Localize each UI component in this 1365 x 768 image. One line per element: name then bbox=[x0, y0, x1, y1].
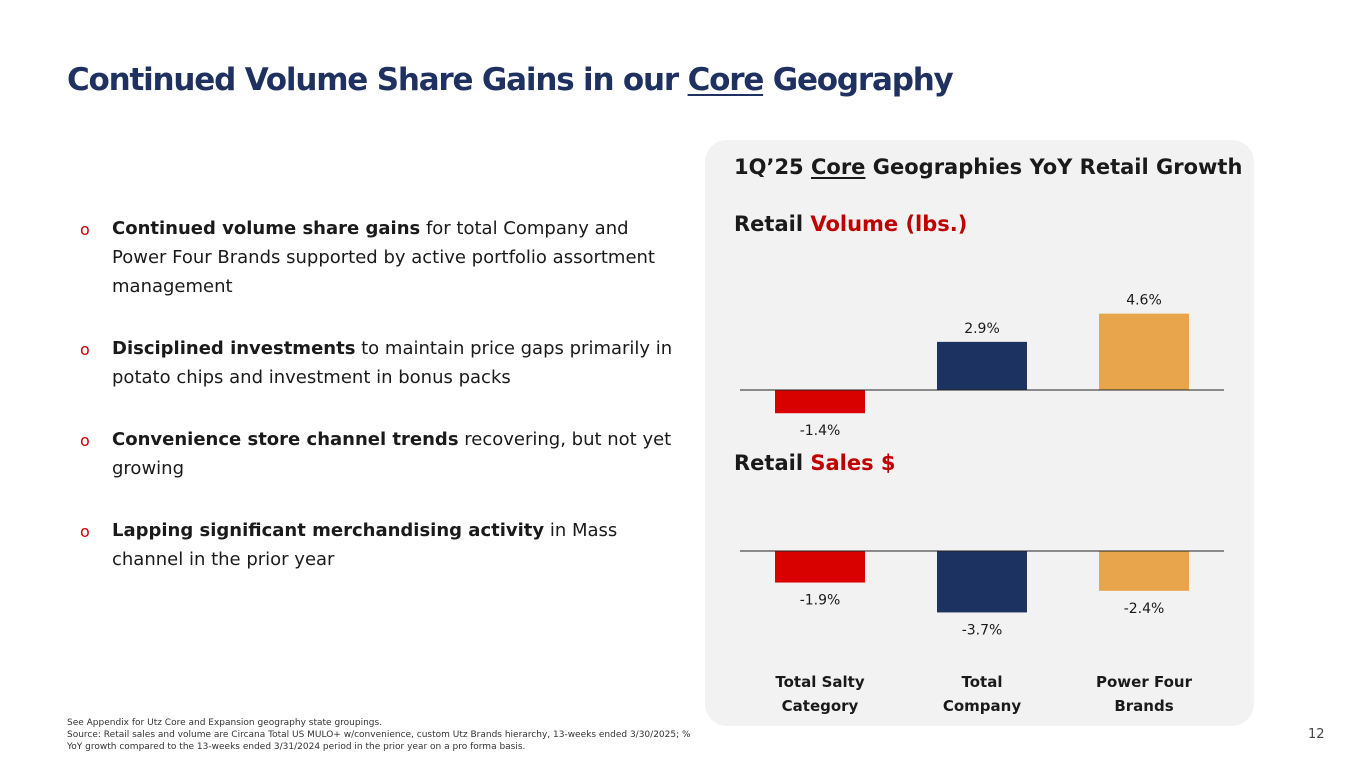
page-number: 12 bbox=[1308, 727, 1325, 742]
footnote-line-2: Source: Retail sales and volume are Circ… bbox=[67, 730, 691, 752]
footnote-line-1: See Appendix for Utz Core and Expansion … bbox=[67, 718, 383, 728]
panel-title-underlined: Core bbox=[810, 155, 866, 179]
category-label: Category bbox=[782, 697, 859, 715]
slide-title-after: Geography bbox=[763, 62, 954, 98]
bar-volume-2 bbox=[1099, 313, 1189, 390]
data-label: -3.7% bbox=[962, 622, 1003, 638]
slide-title: Continued Volume Share Gains in our Core… bbox=[67, 62, 954, 98]
bar-volume-1 bbox=[937, 341, 1027, 390]
volume-title-accent: Volume (lbs.) bbox=[810, 212, 968, 236]
data-label: 4.6% bbox=[1126, 293, 1162, 309]
bullet-text: for total Company and Power Four Brands … bbox=[112, 218, 655, 297]
bar-sales-1 bbox=[937, 551, 1027, 613]
data-label: -1.9% bbox=[800, 593, 841, 609]
data-label: 2.9% bbox=[964, 321, 1000, 337]
bullet-marker: o bbox=[80, 522, 90, 541]
bullet-marker: o bbox=[80, 340, 90, 359]
data-label: -2.4% bbox=[1124, 601, 1165, 617]
slide-title-before: Continued Volume Share Gains in our bbox=[67, 62, 688, 98]
category-label: Total Salty bbox=[775, 673, 864, 691]
bar-volume-0 bbox=[775, 390, 865, 414]
volume-title-label: Retail bbox=[734, 212, 811, 236]
panel-title-after: Geographies YoY Retail Growth bbox=[865, 155, 1243, 179]
footnote: See Appendix for Utz Core and Expansion … bbox=[67, 717, 697, 753]
bullet-item: o Continued volume share gains for total … bbox=[80, 214, 680, 301]
bullet-text: recovering, but not yet growing bbox=[112, 429, 672, 479]
bullet-marker: o bbox=[80, 220, 90, 239]
sales-title-label: Retail bbox=[734, 451, 811, 475]
bullet-list: o Continued volume share gains for total … bbox=[80, 214, 680, 607]
volume-chart-title: Retail Volume (lbs.) bbox=[734, 212, 967, 236]
bullet-bold: Continued volume share gains bbox=[112, 218, 421, 239]
bullet-item: o Disciplined investments to maintain pri… bbox=[80, 334, 680, 392]
data-label: -1.4% bbox=[800, 423, 841, 439]
category-label: Brands bbox=[1114, 697, 1173, 715]
slide-title-underlined: Core bbox=[687, 62, 765, 98]
category-label: Company bbox=[943, 697, 1021, 715]
bullet-bold: Lapping significant merchandising activi… bbox=[112, 520, 545, 541]
bullet-bold: Convenience store channel trends bbox=[112, 429, 459, 450]
bar-sales-0 bbox=[775, 551, 865, 583]
bullet-bold: Disciplined investments bbox=[112, 338, 356, 359]
bullet-marker: o bbox=[80, 431, 90, 450]
panel-title: 1Q’25 Core Geographies YoY Retail Growth bbox=[734, 155, 1242, 179]
category-label: Power Four bbox=[1096, 673, 1193, 691]
panel-title-before: 1Q’25 bbox=[734, 155, 811, 179]
bar-sales-2 bbox=[1099, 551, 1189, 591]
category-label: Total bbox=[962, 673, 1003, 691]
bullet-text: to maintain price gaps primarily in pota… bbox=[112, 338, 673, 388]
chart-panel bbox=[705, 140, 1254, 726]
bar-charts: -1.4% 2.9% 4.6% -1.9% -3.7% -2.4% Total Salty C… bbox=[740, 293, 1224, 715]
sales-chart-title: Retail Sales $ bbox=[734, 451, 896, 475]
sales-title-accent: Sales $ bbox=[810, 451, 896, 475]
bullet-item: o Convenience store channel trends recove… bbox=[80, 425, 680, 483]
bullet-item: o Lapping significant merchandising activ… bbox=[80, 516, 680, 574]
bullet-text: in Mass channel in the prior year bbox=[112, 520, 618, 570]
